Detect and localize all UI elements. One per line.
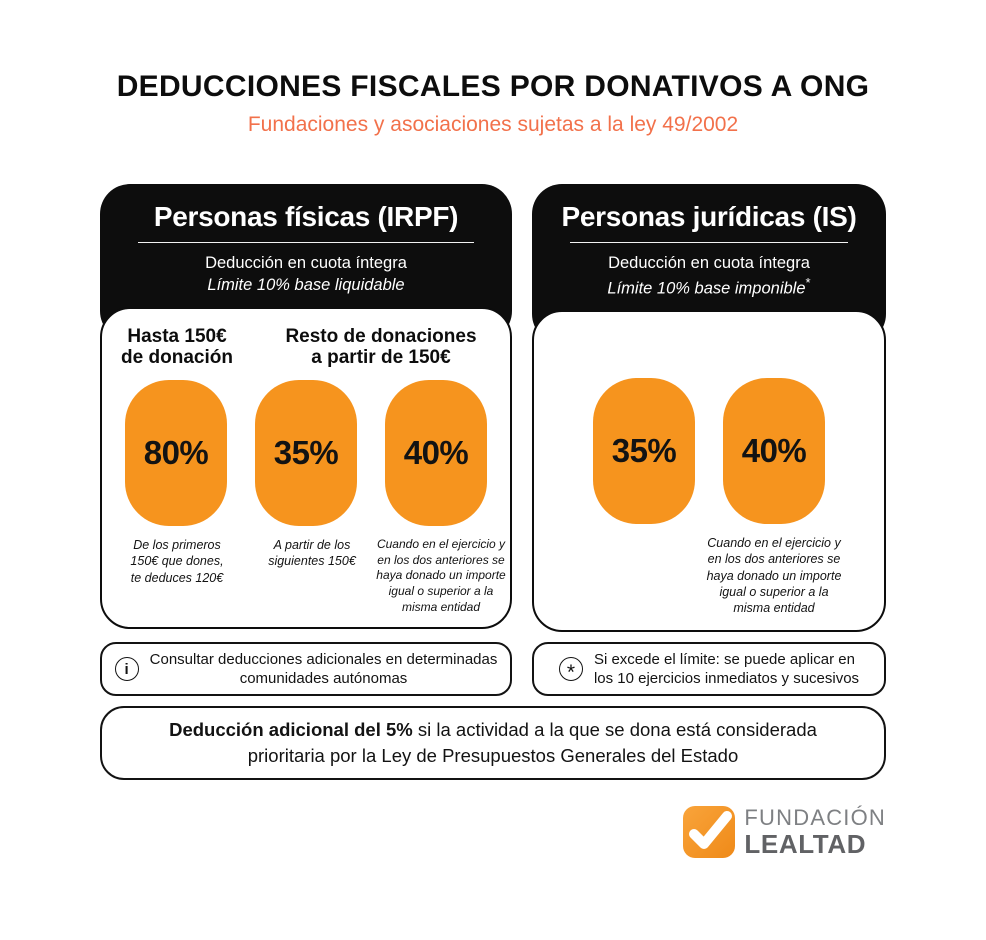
note-limit-text: Si excede el límite: se puede aplicar en… xyxy=(593,650,860,688)
pill-40-percent-juridicas: 40% xyxy=(723,378,825,525)
card-fisicas-deduction-line: Deducción en cuota íntegra xyxy=(205,254,407,272)
additional-deduction-text: Deducción adicional del 5% si la activid… xyxy=(153,717,833,769)
pill-40-value-juridicas: 40% xyxy=(741,432,807,470)
header-divider xyxy=(570,242,848,243)
logo-line-lealtad: LEALTAD xyxy=(744,829,867,860)
pill-40-value-fisicas: 40% xyxy=(403,434,469,472)
caption-35-percent-fisicas: A partir de los siguientes 150€ xyxy=(268,538,356,569)
card-personas-fisicas: Personas físicas (IRPF) Deducción en cuo… xyxy=(100,184,512,632)
header-divider xyxy=(138,242,474,243)
card-fisicas-title: Personas físicas (IRPF) xyxy=(153,201,459,232)
caption-40-percent-juridicas: Cuando en el ejercicio y en los dos ante… xyxy=(706,536,842,616)
note-limit-exceeded: * Si excede el límite: se puede aplicar … xyxy=(532,642,886,697)
limit-asterisk: * xyxy=(805,275,811,291)
notes-row: i Consultar deducciones adicionales en d… xyxy=(100,642,886,697)
checkmark-logo-icon xyxy=(683,806,736,859)
caption-40-percent-fisicas: Cuando en el ejercicio y en los dos ante… xyxy=(376,537,506,614)
pill-35-percent-fisicas: 35% xyxy=(255,380,357,527)
logo-line-fundacion: FUNDACIÓN xyxy=(744,805,886,831)
note-regional-text: Consultar deducciones adicionales en det… xyxy=(149,650,498,688)
group-heading-up-to-150: Hasta 150€ de donación xyxy=(121,325,233,369)
fisicas-captions-row: De los primeros 150€ que dones, te deduc… xyxy=(102,537,510,615)
limit-line-text: Límite 10% base imponible xyxy=(607,279,806,298)
pill-40-percent-fisicas: 40% xyxy=(385,380,487,527)
info-icon-glyph: i xyxy=(124,660,129,678)
additional-deduction-bold: Deducción adicional del 5% xyxy=(169,719,413,741)
card-fisicas-body: Hasta 150€ de donación Resto de donacion… xyxy=(100,306,512,629)
card-fisicas-limit-line: Límite 10% base liquidable xyxy=(207,276,405,295)
pill-80-percent: 80% xyxy=(125,380,227,527)
pill-35-value-fisicas: 35% xyxy=(273,434,339,472)
card-juridicas-title: Personas jurídicas (IS) xyxy=(561,201,857,232)
fisicas-pills-row: 80% 35% 40% xyxy=(102,380,510,527)
caption-80-percent: De los primeros 150€ que dones, te deduc… xyxy=(130,538,224,585)
donation-group-headings: Hasta 150€ de donación Resto de donacion… xyxy=(102,309,510,370)
note-regional-deductions: i Consultar deducciones adicionales en d… xyxy=(100,642,512,697)
info-icon: i xyxy=(114,657,139,682)
asterisk-icon-glyph: * xyxy=(566,661,576,685)
asterisk-icon: * xyxy=(558,657,583,684)
page-subtitle: Fundaciones y asociaciones sujetas a la … xyxy=(247,113,739,136)
cards-row: Personas físicas (IRPF) Deducción en cuo… xyxy=(100,184,886,633)
juridicas-pills-row: 35% 40% xyxy=(534,378,884,525)
card-personas-juridicas: Personas jurídicas (IS) Deducción en cuo… xyxy=(532,184,886,633)
card-juridicas-deduction-line: Deducción en cuota íntegra xyxy=(608,254,810,272)
pill-35-value-juridicas: 35% xyxy=(611,432,677,470)
logo-wordmark: FUNDACIÓN LEALTAD xyxy=(744,805,886,860)
additional-deduction-rest: si la actividad a la que se dona está co… xyxy=(247,719,817,767)
group-heading-above-150: Resto de donaciones a partir de 150€ xyxy=(285,325,477,369)
pill-35-percent-juridicas: 35% xyxy=(593,378,695,525)
additional-deduction-banner: Deducción adicional del 5% si la activid… xyxy=(100,706,886,781)
page-title: DEDUCCIONES FISCALES POR DONATIVOS A ONG xyxy=(116,70,870,103)
card-juridicas-body: 35% 40% Cuando en el ejercicio y en los … xyxy=(532,310,886,633)
card-juridicas-limit-line: Límite 10% base imponible* xyxy=(546,274,872,300)
fundacion-lealtad-logo: FUNDACIÓN LEALTAD xyxy=(100,805,886,860)
pill-80-value: 80% xyxy=(143,434,209,472)
